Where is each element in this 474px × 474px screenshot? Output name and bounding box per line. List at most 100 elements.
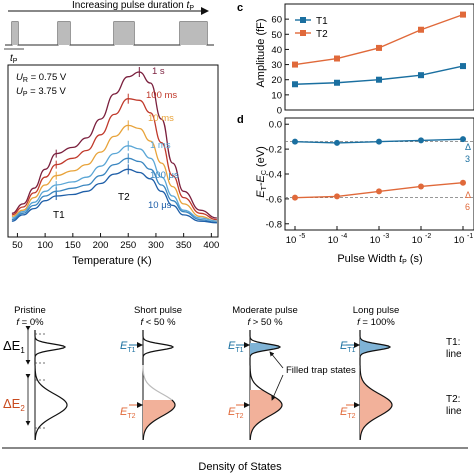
panel-c-y-tick-label-60: 60 xyxy=(271,15,282,26)
tsc-curve-label-3: 10 ms xyxy=(148,113,174,124)
panel-d-x-tick-label-3: 10 xyxy=(412,235,423,246)
tsc-curve-6 xyxy=(11,168,217,224)
dos-t2-curve-3 xyxy=(359,364,393,441)
dos-fill-t2-1 xyxy=(143,400,175,440)
tsc-x-axis-label: Temperature (K) xyxy=(72,255,151,267)
panel-d-point-T1-1 xyxy=(334,139,340,146)
panel-c-point-T2-3 xyxy=(418,26,424,33)
panel-d-point-T1-3 xyxy=(418,137,424,144)
col-f-pristine: f = 0% xyxy=(16,317,44,328)
right-t2-line: line xyxy=(446,406,462,417)
tsc-curve-label-1: 1 s xyxy=(152,66,165,77)
dos-columns xyxy=(34,330,393,441)
col-title-moderate: Moderate pulse xyxy=(232,305,297,316)
panel-d-point-T1-2 xyxy=(376,138,382,145)
panel-d-point-T1-0 xyxy=(292,138,298,145)
panel-d-x-label: Pulse Width tP (s) xyxy=(337,253,422,266)
tsc-curve-label-5: 100 μs xyxy=(150,170,179,181)
panel-c-y-label: Amplitude (fF) xyxy=(255,18,267,87)
tsc-x-tick-label-50: 50 xyxy=(12,240,23,251)
panel-c-y-tick-label-0: 0 xyxy=(277,106,282,117)
edge-label-2: 3 xyxy=(465,154,470,164)
panel-d-x-tick-exp-3: -2 xyxy=(425,233,431,240)
dos-fill-t1-2 xyxy=(250,343,280,365)
tsc-x-tick-label-400: 400 xyxy=(203,240,219,251)
dos-t2-empty-1 xyxy=(142,364,173,401)
delta-e2-label: ΔE2 xyxy=(3,396,25,413)
tsc-curve-label-6: 10 μs xyxy=(148,200,172,211)
tsc-curve-2 xyxy=(11,98,217,221)
et1-label-moderate: ET1 xyxy=(228,340,244,354)
tsc-curve-label-4: 1 ms xyxy=(150,140,171,151)
dos-t2-curve-1 xyxy=(142,399,176,441)
panel-d-point-T2-3 xyxy=(418,183,424,190)
panel-d-y-tick-label--0.2: -0.2 xyxy=(266,145,282,156)
panel-d-x-tick-exp-4: -1 xyxy=(467,233,473,240)
panel-d-y-tick-label--0.4: -0.4 xyxy=(266,170,282,181)
dos-t2-curve-0 xyxy=(34,364,68,441)
legend-t1-label: T1 xyxy=(316,16,328,27)
tsc-x-tick-label-200: 200 xyxy=(93,240,109,251)
panel-c-legend: T1 T2 xyxy=(295,16,328,40)
tsc-curve-labels: 1 s 100 ms 10 ms 1 ms 100 μs 10 μs xyxy=(146,66,179,211)
up-label: UP = 3.75 V xyxy=(16,86,67,98)
panel-d-point-T2-1 xyxy=(334,193,340,200)
peak-t2-label: T2 xyxy=(118,192,130,203)
tsc-x-tick-label-150: 150 xyxy=(65,240,81,251)
col-title-short: Short pulse xyxy=(134,305,182,316)
panel-c-point-T2-0 xyxy=(292,61,298,68)
panel-d-y-tick-label--0.6: -0.6 xyxy=(266,194,282,205)
col-f-moderate: f > 50 % xyxy=(247,317,283,328)
dos-t1-curve-3 xyxy=(359,330,392,365)
pulse-duration-label: Increasing pulse duration tP xyxy=(72,0,194,12)
panel-c-y-ticks: 0 10 20 30 40 50 60 xyxy=(271,15,289,117)
panel-d: d ET-EC (eV) 0.0-0.2-0.4-0.6-0.8 10 -5 10-… xyxy=(237,114,474,266)
tsc-panel: 50 100 150 200 250 300 350 400 UR = 0.75 V UP =… xyxy=(7,64,219,267)
col-title-long: Long pulse xyxy=(353,305,399,316)
panel-c-point-T2-4 xyxy=(460,11,466,18)
col-f-short: f < 50 % xyxy=(140,317,176,328)
pulse-4 xyxy=(180,22,207,45)
panel-c-point-T1-1 xyxy=(334,79,340,86)
edge-label-1: Δ xyxy=(465,142,471,152)
et1-label-long: ET1 xyxy=(340,340,356,354)
panel-d-y-label: ET-EC (eV) xyxy=(255,146,268,198)
pulse-3 xyxy=(114,22,134,45)
dos-t1-curve-1 xyxy=(142,330,175,365)
panel-d-series xyxy=(285,136,474,201)
legend-t2-marker xyxy=(300,30,306,36)
tsc-curve-label-2: 100 ms xyxy=(146,90,177,101)
panel-d-point-T2-0 xyxy=(292,194,298,201)
panel-d-x-tick-label-1: 10 xyxy=(328,235,339,246)
panel-d-frame xyxy=(284,117,474,231)
panel-c-point-T1-2 xyxy=(376,76,382,83)
edge-label-3: Δ xyxy=(465,190,471,200)
col-f-long: f = 100% xyxy=(357,317,395,328)
panel-d-x-tick-label-0: 10 xyxy=(286,235,297,246)
panel-c-letter: c xyxy=(237,2,243,14)
dos-t2-curve-2 xyxy=(249,364,283,441)
right-t1-label: T1: xyxy=(446,337,460,348)
panel-c: c Amplitude (fF) 0 10 20 30 40 50 60 T1 T2 xyxy=(237,2,474,117)
dos-t1-curve-0 xyxy=(34,330,67,365)
col-title-pristine: Pristine xyxy=(14,305,46,316)
tsc-curve-1 xyxy=(11,71,217,219)
dos-axis-label: Density of States xyxy=(198,461,282,473)
dos-fill-t1-3 xyxy=(360,330,390,365)
pulse-1 xyxy=(12,22,18,45)
panel-d-y-tick-label-0.0: 0.0 xyxy=(269,120,282,131)
et2-label-moderate: ET2 xyxy=(228,406,244,420)
panel-c-series xyxy=(292,11,466,88)
filled-arrow-lower xyxy=(271,374,284,401)
tsc-x-tick-label-350: 350 xyxy=(176,240,192,251)
pulse-train-panel: Increasing pulse duration tP tP xyxy=(4,0,214,65)
legend-t2-label: T2 xyxy=(316,29,328,40)
tsc-curve-3 xyxy=(11,124,217,222)
right-t1-line: line xyxy=(446,349,462,360)
tsc-frame xyxy=(7,64,219,238)
panel-d-x-tick-exp-2: -3 xyxy=(383,233,389,240)
panel-d-point-T1-4 xyxy=(460,136,466,143)
tp-label: tP xyxy=(10,53,18,65)
panel-c-point-T2-1 xyxy=(334,55,340,62)
